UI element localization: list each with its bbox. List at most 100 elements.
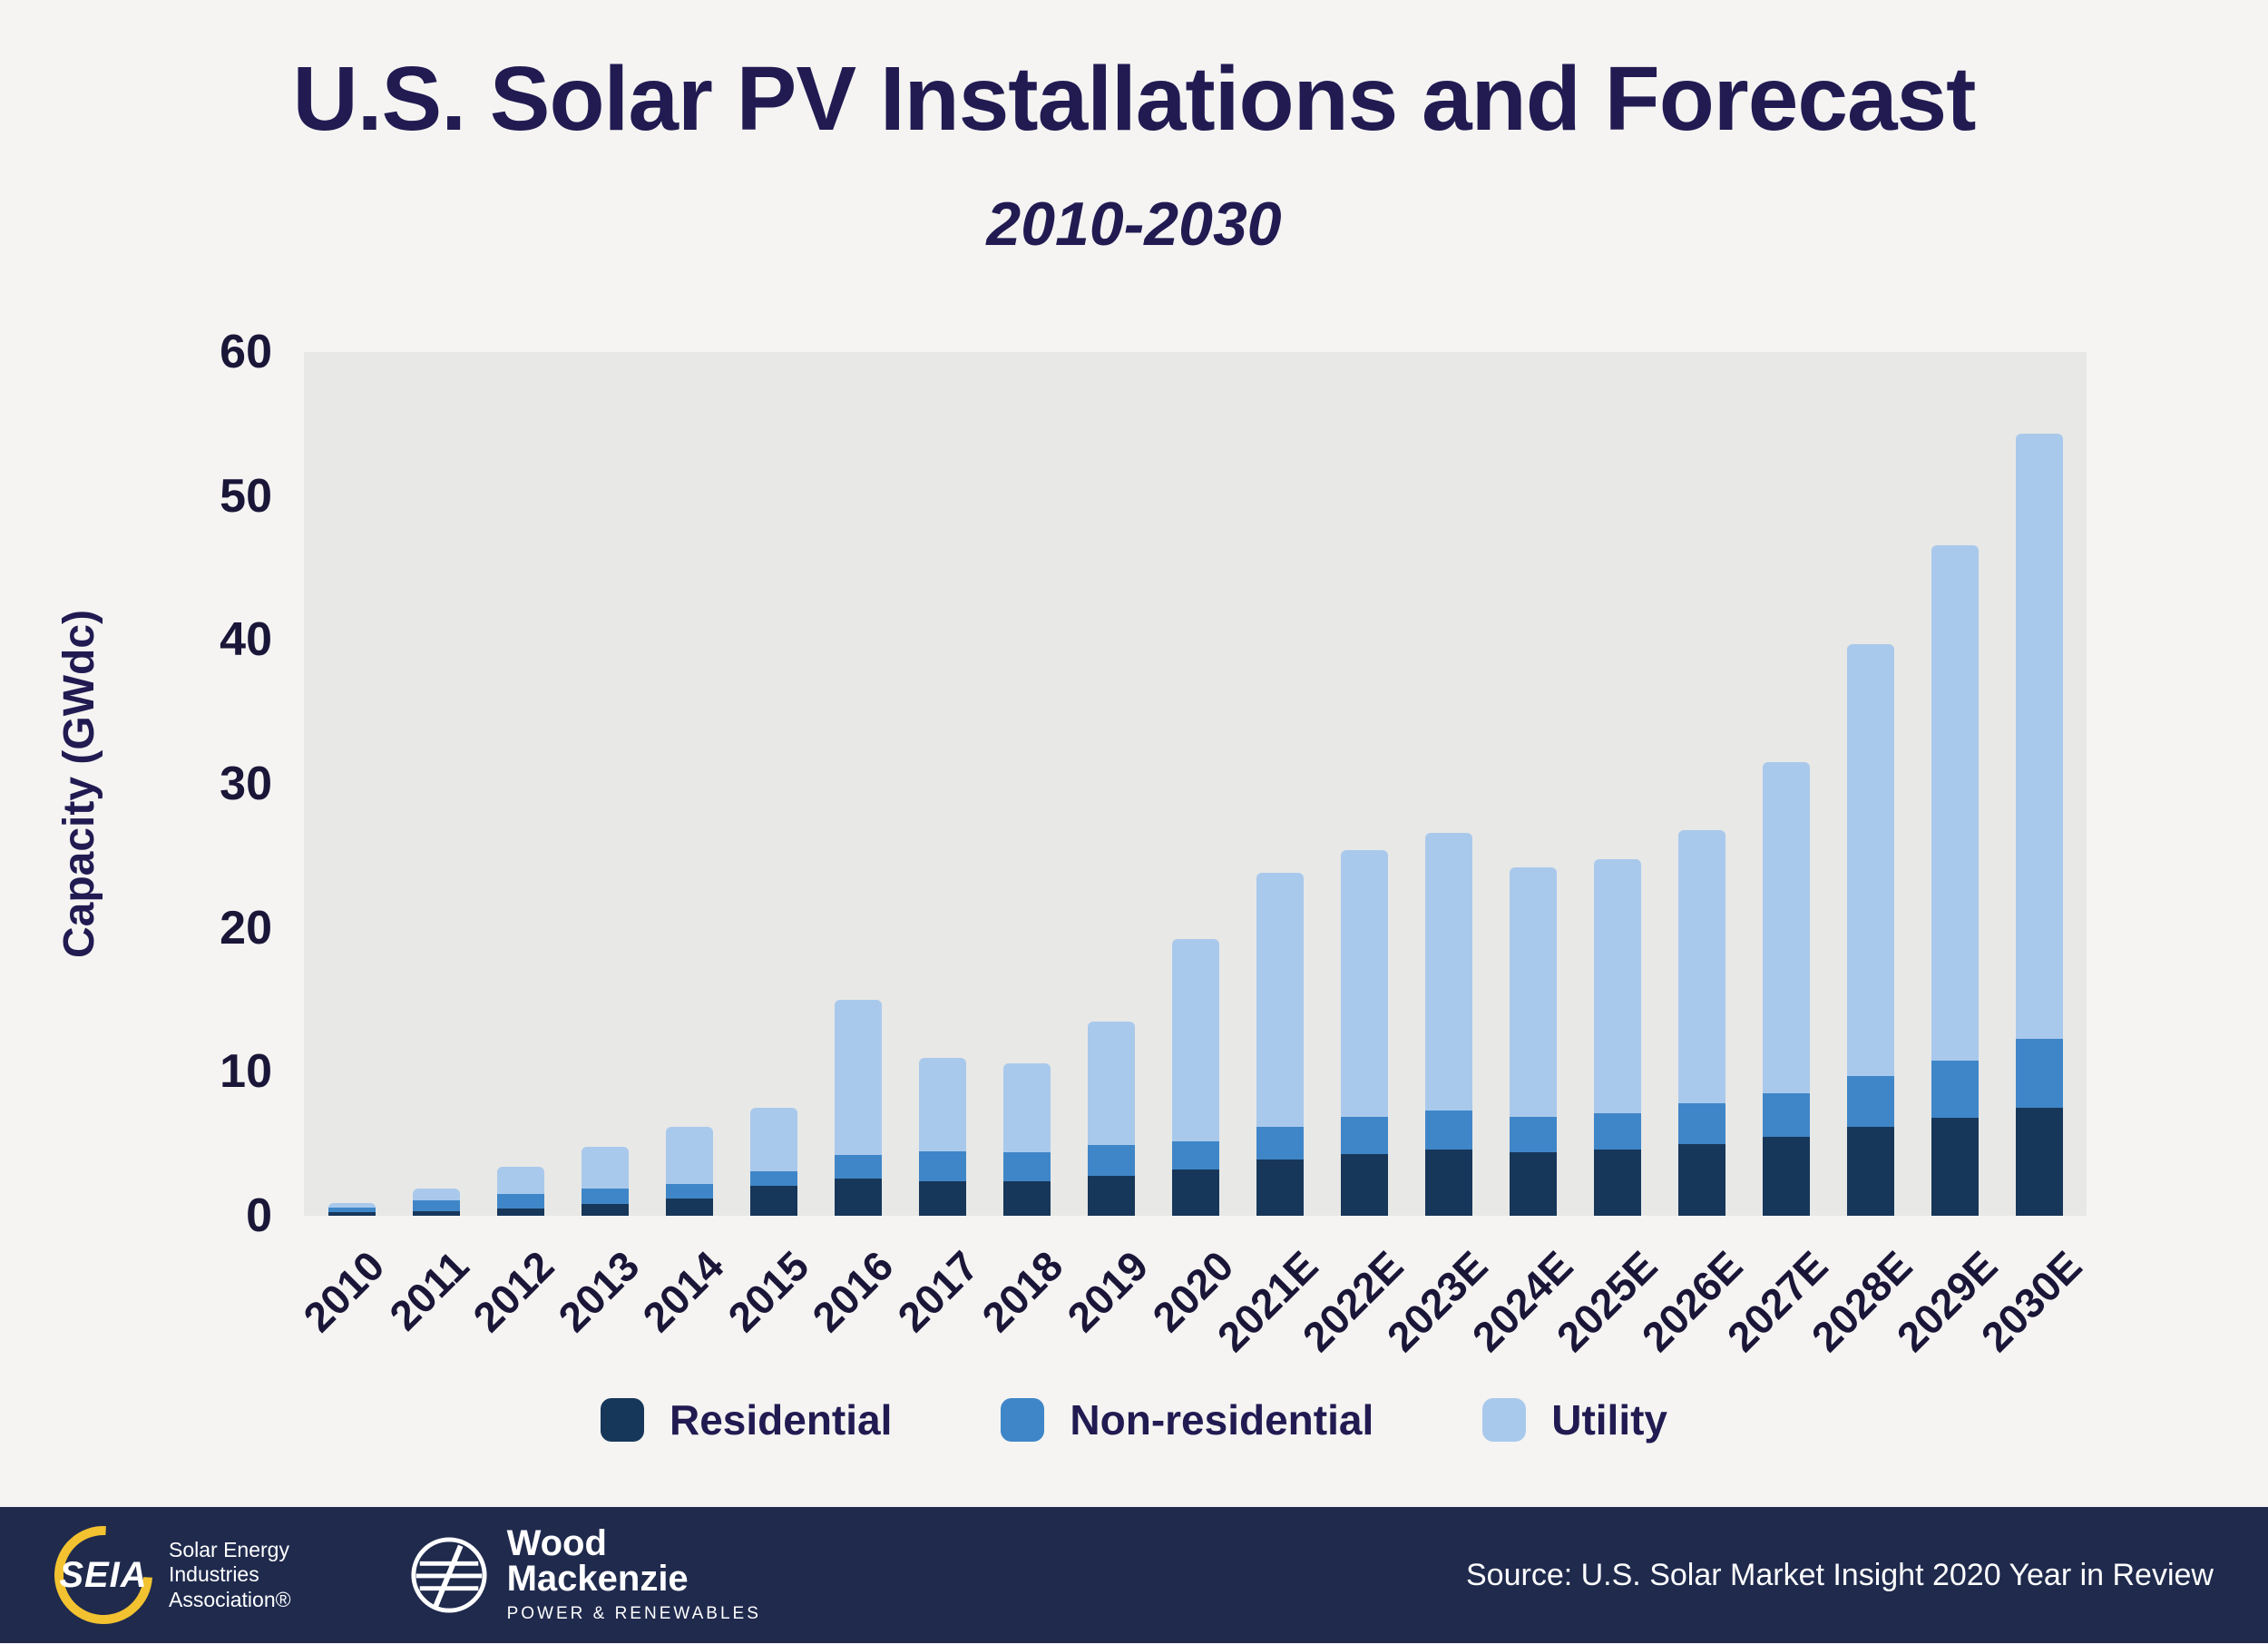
segment-utility-2014 <box>665 1126 713 1185</box>
bar-2013 <box>581 1146 629 1216</box>
x-tick-2010: 2010 <box>294 1241 394 1341</box>
y-axis-ticks: 0 10 20 30 40 50 60 <box>136 328 272 1239</box>
segment-residential-2023E <box>1424 1150 1472 1216</box>
segment-utility-2018 <box>1002 1062 1051 1153</box>
segment-utility-2021E <box>1256 873 1304 1127</box>
y-tick-10: 10 <box>220 1045 272 1099</box>
legend-item-residential: Residential <box>600 1395 893 1444</box>
bar-2021E <box>1256 873 1304 1216</box>
segment-utility-2024E <box>1509 867 1557 1117</box>
x-tick-2019: 2019 <box>1058 1241 1158 1341</box>
segment-residential-2013 <box>581 1204 629 1216</box>
segment-non-residential-2015 <box>749 1170 797 1186</box>
segment-residential-2018 <box>1002 1180 1051 1216</box>
segment-utility-2028E <box>1846 644 1894 1077</box>
page-subtitle: 2010-2030 <box>986 190 1282 259</box>
x-axis-labels: 2010 2011 2012 2013 2014 2015 2016 2017 2018 2019… <box>294 1227 2091 1381</box>
segment-utility-2010 <box>327 1203 376 1209</box>
segment-non-residential-2019 <box>1087 1145 1135 1176</box>
segment-residential-2030E <box>2015 1108 2063 1216</box>
y-tick-60: 60 <box>220 326 272 378</box>
segment-residential-2027E <box>1762 1136 1810 1216</box>
y-tick-20: 20 <box>220 901 272 954</box>
x-tick-2018: 2018 <box>973 1241 1072 1341</box>
bar-2020 <box>1171 939 1219 1216</box>
wood-mackenzie-text: Wood Mackenzie POWER & RENEWABLES <box>506 1522 761 1624</box>
bar-2022E <box>1340 850 1388 1216</box>
legend-item-non-residential: Non-residential <box>1001 1395 1374 1444</box>
segment-utility-2029E <box>1931 544 1979 1061</box>
legend-swatch-non-residential <box>1001 1398 1045 1442</box>
bar-2027E <box>1762 762 1810 1216</box>
segment-utility-2011 <box>412 1188 460 1200</box>
y-tick-50: 50 <box>220 469 272 523</box>
segment-residential-2028E <box>1846 1126 1894 1216</box>
segment-non-residential-2014 <box>665 1184 713 1199</box>
segment-utility-2030E <box>2015 434 2063 1039</box>
segment-residential-2016 <box>834 1178 882 1216</box>
segment-utility-2022E <box>1340 850 1388 1117</box>
segment-residential-2019 <box>1087 1175 1135 1216</box>
legend-swatch-residential <box>600 1398 644 1442</box>
wood-mackenzie-globe-icon <box>411 1537 487 1613</box>
segment-residential-2012 <box>496 1209 544 1216</box>
segment-utility-2016 <box>834 999 882 1156</box>
segment-residential-2010 <box>327 1212 376 1216</box>
segment-non-residential-2026E <box>1677 1103 1725 1144</box>
y-tick-40: 40 <box>220 613 272 667</box>
segment-utility-2023E <box>1424 833 1472 1111</box>
segment-residential-2017 <box>918 1180 966 1216</box>
segment-residential-2025E <box>1593 1150 1641 1216</box>
segment-non-residential-2017 <box>918 1150 966 1181</box>
segment-utility-2026E <box>1677 829 1725 1104</box>
seia-logo-icon: SEIA <box>34 1505 173 1644</box>
x-tick-2016: 2016 <box>803 1241 903 1341</box>
legend-label-utility: Utility <box>1551 1396 1668 1443</box>
segment-non-residential-2022E <box>1340 1116 1388 1154</box>
seia-logo: SEIA Solar Energy Industries Association… <box>34 1505 291 1644</box>
segment-utility-2013 <box>581 1146 629 1189</box>
legend-label-non-residential: Non-residential <box>1070 1396 1374 1443</box>
y-tick-0: 0 <box>246 1189 272 1242</box>
source-attribution: Source: U.S. Solar Market Insight 2020 Y… <box>1466 1557 2214 1592</box>
legend-label-residential: Residential <box>669 1396 893 1443</box>
bar-2026E <box>1677 829 1725 1216</box>
bar-2024E <box>1509 867 1557 1216</box>
seia-caption: Solar Energy Industries Association® <box>169 1538 291 1611</box>
bar-2010 <box>327 1203 376 1216</box>
y-tick-30: 30 <box>220 758 272 810</box>
segment-residential-2029E <box>1931 1118 1979 1216</box>
x-tick-2013: 2013 <box>548 1241 648 1341</box>
bar-2028E <box>1846 644 1894 1216</box>
bar-2030E <box>2015 434 2063 1216</box>
segment-non-residential-2016 <box>834 1155 882 1179</box>
segment-non-residential-2028E <box>1846 1076 1894 1127</box>
x-tick-2012: 2012 <box>464 1241 563 1341</box>
segment-utility-2019 <box>1087 1021 1135 1146</box>
segment-non-residential-2021E <box>1256 1126 1304 1160</box>
bar-2011 <box>412 1188 460 1216</box>
bar-2015 <box>749 1108 797 1216</box>
bar-2014 <box>665 1126 713 1216</box>
bar-2025E <box>1593 858 1641 1216</box>
bar-2016 <box>834 999 882 1216</box>
segment-non-residential-2027E <box>1762 1093 1810 1137</box>
legend-swatch-utility <box>1482 1398 1527 1442</box>
seia-logo-text: SEIA <box>59 1554 148 1595</box>
segment-non-residential-2030E <box>2015 1038 2063 1108</box>
bar-2023E <box>1424 833 1472 1216</box>
segment-non-residential-2013 <box>581 1188 629 1205</box>
x-tick-2015: 2015 <box>718 1241 818 1341</box>
bar-2018 <box>1002 1062 1051 1216</box>
bar-2017 <box>918 1057 966 1216</box>
segment-utility-2017 <box>918 1057 966 1151</box>
legend: Residential Non-residential Utility <box>0 1395 2268 1444</box>
segment-utility-2027E <box>1762 762 1810 1094</box>
segment-non-residential-2020 <box>1171 1140 1219 1170</box>
bar-2019 <box>1087 1021 1135 1216</box>
legend-item-utility: Utility <box>1482 1395 1667 1444</box>
segment-non-residential-2024E <box>1509 1116 1557 1153</box>
segment-residential-2020 <box>1171 1169 1219 1216</box>
segment-non-residential-2010 <box>327 1208 376 1212</box>
